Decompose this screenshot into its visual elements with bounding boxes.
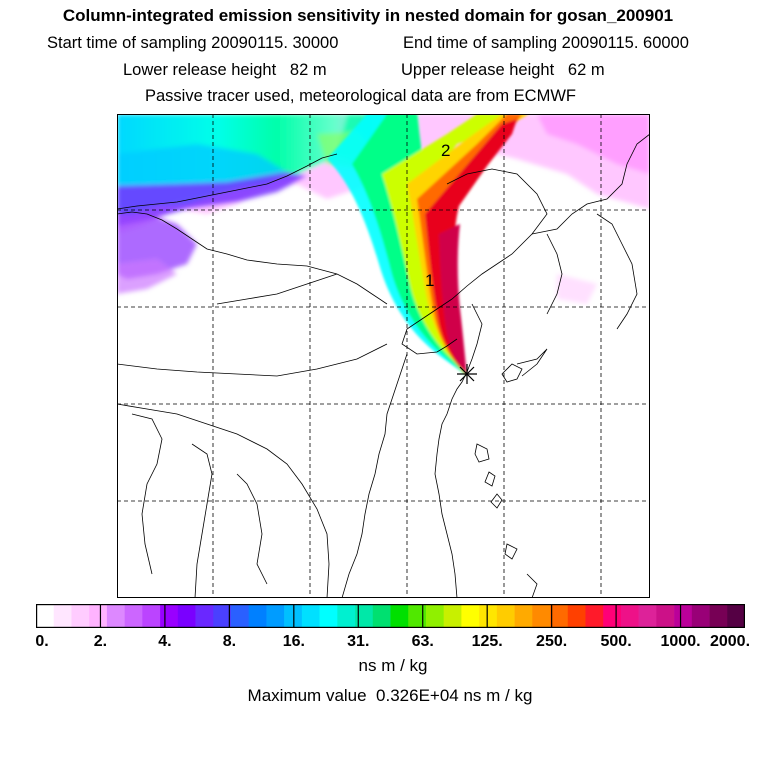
colorbar-tick-label: 0. xyxy=(35,633,49,650)
colorbar-swatch xyxy=(89,604,108,628)
colorbar-swatch xyxy=(106,604,125,628)
upper-release-label: Upper release height 62 m xyxy=(401,61,605,79)
colorbar-swatch xyxy=(691,604,710,628)
colorbar-tick-label: 1000. xyxy=(660,633,701,650)
sampling-start-label: Start time of sampling 20090115. 30000 xyxy=(47,34,339,52)
colorbar-swatch xyxy=(585,604,604,628)
colorbar-tick-label: 8. xyxy=(222,633,237,650)
colorbar-swatch xyxy=(443,604,462,628)
lower-release-label: Lower release height 82 m xyxy=(123,61,327,79)
colorbar-swatch xyxy=(284,604,303,628)
colorbar-swatch xyxy=(177,604,196,628)
tracer-note: Passive tracer used, meteorological data… xyxy=(145,87,576,105)
colorbar-swatch xyxy=(53,604,72,628)
colorbar-swatch xyxy=(638,604,657,628)
maximum-value-label: Maximum value 0.326E+04 ns m / kg xyxy=(247,686,533,705)
colorbar-tick-label: 125. xyxy=(471,633,503,650)
graticule xyxy=(117,114,650,598)
colorbar-swatch xyxy=(230,604,250,628)
colorbar-swatch xyxy=(496,604,515,628)
colorbar-swatch xyxy=(390,604,409,628)
colorbar-tick-label: 16. xyxy=(282,633,305,650)
colorbar-swatch xyxy=(425,604,444,628)
map-frame xyxy=(117,114,650,598)
marker-label-2: 2 xyxy=(441,141,450,160)
colorbar-swatch xyxy=(195,604,214,628)
colorbar-swatch xyxy=(319,604,338,628)
colorbar-swatch xyxy=(479,604,498,628)
colorbar-swatch xyxy=(550,604,569,628)
colorbar-swatch xyxy=(372,604,391,628)
colorbar-tick-label: 250. xyxy=(536,633,568,650)
colorbar-swatch xyxy=(603,604,622,628)
colorbar-swatch xyxy=(461,604,480,628)
colorbar-tick-label: 4. xyxy=(158,633,172,650)
colorbar-swatch xyxy=(567,604,586,628)
colorbar-swatch xyxy=(709,604,728,628)
colorbar-tick-label: 31. xyxy=(347,633,370,650)
colorbar-swatch xyxy=(337,604,356,628)
colorbar-swatch xyxy=(514,604,533,628)
colorbar-swatch xyxy=(355,604,374,628)
colorbar-tick-label: 2000. xyxy=(709,633,751,650)
colorbar-swatch xyxy=(124,604,143,628)
figure-title: Column-integrated emission sensitivity i… xyxy=(62,6,674,25)
colorbar-swatch xyxy=(620,604,639,628)
colorbar-tick-label: 500. xyxy=(600,633,632,650)
colorbar-swatch xyxy=(160,604,179,628)
colorbar-swatch xyxy=(71,604,90,628)
marker-label-1: 1 xyxy=(425,271,434,290)
colorbar-swatch xyxy=(656,604,675,628)
colorbar-swatch xyxy=(532,604,551,628)
colorbar xyxy=(36,604,745,628)
colorbar-swatch xyxy=(301,604,320,628)
receptor-star-icon xyxy=(457,364,477,384)
colorbar-swatch xyxy=(408,604,427,628)
colorbar-swatch xyxy=(674,604,693,628)
sampling-end-label: End time of sampling 20090115. 60000 xyxy=(403,34,689,52)
colorbar-swatch xyxy=(36,604,55,628)
colorbar-swatch xyxy=(266,604,285,628)
plume xyxy=(327,114,529,376)
colorbar-swatch xyxy=(248,604,267,628)
colorbar-units-label: ns m / kg xyxy=(358,656,428,675)
emission-sensitivity-map: 1 2 xyxy=(117,114,650,598)
coastlines xyxy=(117,133,650,598)
colorbar-tick-label: 2. xyxy=(93,633,108,650)
colorbar-swatch xyxy=(213,604,232,628)
colorbar-tick-label: 63. xyxy=(411,633,434,650)
colorbar-frame xyxy=(36,604,745,628)
colorbar-swatch xyxy=(727,604,745,628)
colorbar-swatch xyxy=(142,604,161,628)
